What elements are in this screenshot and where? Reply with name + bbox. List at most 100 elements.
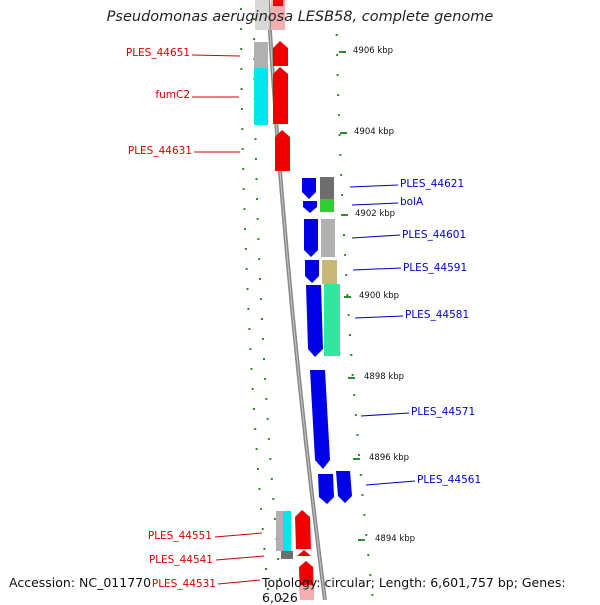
- right-leader-lines: [349, 184, 416, 486]
- guide-dot: [266, 418, 269, 420]
- guide-dot: [252, 408, 255, 410]
- guide-dot: [350, 354, 353, 356]
- guide-dot: [263, 548, 266, 550]
- guide-dot: [241, 128, 244, 130]
- label-bola: bolA: [400, 196, 424, 208]
- guide-dot: [267, 438, 270, 440]
- tick-label-4898: 4898 kbp: [364, 372, 405, 382]
- gene-ples-44541: [297, 550, 311, 556]
- guide-dot: [240, 48, 243, 50]
- label-ples-44631: PLES_44631: [127, 145, 192, 157]
- guide-dot: [240, 108, 243, 110]
- label-ples-44571: PLES_44571: [411, 406, 476, 418]
- cog-box-cyan-2: [283, 511, 291, 551]
- cog-box-darkgray-2: [281, 551, 293, 559]
- guide-dot: [253, 18, 255, 20]
- guide-dot: [346, 294, 349, 296]
- guide-dot: [280, 598, 283, 600]
- gene-fumc2: [273, 67, 288, 124]
- cog-box-aquamarine: [324, 284, 340, 356]
- guide-dot: [353, 394, 356, 396]
- gene-ples-44551: [295, 510, 311, 549]
- guide-dot: [240, 8, 242, 10]
- guide-dot: [242, 168, 245, 170]
- guide-dot: [261, 338, 264, 340]
- guide-dot: [339, 154, 342, 156]
- tick-label-4906: 4906 kbp: [353, 46, 394, 56]
- guide-dot: [365, 534, 368, 536]
- label-ples-44601: PLES_44601: [402, 229, 467, 241]
- guide-dot: [240, 68, 243, 70]
- guide-dot: [351, 374, 354, 376]
- gene-ples-44571: [310, 370, 330, 469]
- guide-dot: [273, 518, 276, 520]
- guide-dot: [336, 54, 339, 56]
- label-ples-44541: PLES_44541: [148, 554, 213, 566]
- guide-dot: [242, 188, 245, 190]
- cog-box-cyan: [254, 68, 268, 125]
- guide-dot: [343, 234, 345, 236]
- gene-ples-44651: [273, 41, 288, 66]
- guide-dot: [258, 258, 261, 260]
- guide-dot: [254, 138, 257, 140]
- label-ples-44591: PLES_44591: [403, 262, 468, 274]
- guide-dot: [250, 368, 253, 370]
- tick-label-4896: 4896 kbp: [369, 453, 410, 463]
- tick-label-4902: 4902 kbp: [355, 209, 396, 219]
- guide-dot: [241, 148, 244, 150]
- tick-label-4894: 4894 kbp: [375, 534, 416, 544]
- cog-box-gray-3: [276, 511, 283, 551]
- cog-box-khaki: [322, 260, 337, 284]
- guide-dot: [251, 388, 254, 390]
- guide-dot: [270, 478, 273, 480]
- gene-ples-44561-b: [336, 471, 352, 503]
- guide-dot: [363, 514, 366, 516]
- gene-ples-44621: [302, 178, 316, 199]
- guide-dot: [254, 428, 257, 430]
- guide-dot: [344, 254, 347, 256]
- guide-dot: [257, 238, 260, 240]
- cog-box-darkgray: [320, 177, 334, 199]
- accession-text: Accession: NC_011770: [9, 575, 152, 590]
- cog-box-gray: [254, 42, 268, 68]
- guide-dot: [371, 594, 374, 596]
- label-ples-44581: PLES_44581: [405, 309, 470, 321]
- guide-dot: [257, 468, 259, 470]
- guide-dot: [264, 378, 267, 380]
- guide-dot: [335, 34, 338, 36]
- guide-dot: [337, 114, 340, 116]
- cog-box-green: [320, 199, 334, 212]
- guide-dot: [255, 448, 258, 450]
- guide-dot: [269, 458, 272, 460]
- guide-dot: [338, 134, 341, 136]
- cog-box-gray-2: [321, 219, 335, 257]
- guide-dot: [345, 274, 348, 276]
- guide-dot: [369, 574, 372, 576]
- guide-dot: [240, 28, 243, 30]
- guide-dot: [361, 494, 364, 496]
- guide-dot: [337, 94, 340, 96]
- guide-dot: [244, 228, 246, 230]
- gene-bola: [303, 201, 317, 213]
- gene-ples-44581: [306, 285, 323, 357]
- guide-dot: [347, 314, 350, 316]
- guide-dot: [356, 434, 359, 436]
- genome-summary-text: Topology: circular; Length: 6,601,757 bp…: [262, 575, 566, 605]
- guide-dot: [243, 208, 246, 210]
- guide-dot: [256, 198, 258, 200]
- gene-top-red: [271, 0, 285, 30]
- guide-dot: [246, 288, 249, 290]
- guide-dot: [358, 454, 360, 456]
- guide-dot: [354, 414, 357, 416]
- tick-label-4900: 4900 kbp: [359, 291, 400, 301]
- page-title: Pseudomonas aeruginosa LESB58, complete …: [106, 9, 494, 25]
- label-ples-44551: PLES_44551: [147, 530, 212, 542]
- cog-box-top-gray: [255, 0, 269, 30]
- guide-dot: [253, 38, 256, 40]
- guide-dot: [340, 174, 343, 176]
- label-fumc2: fumC2: [155, 89, 190, 101]
- guide-dot: [367, 554, 370, 556]
- guide-dot: [245, 268, 248, 270]
- guide-dot: [348, 334, 351, 336]
